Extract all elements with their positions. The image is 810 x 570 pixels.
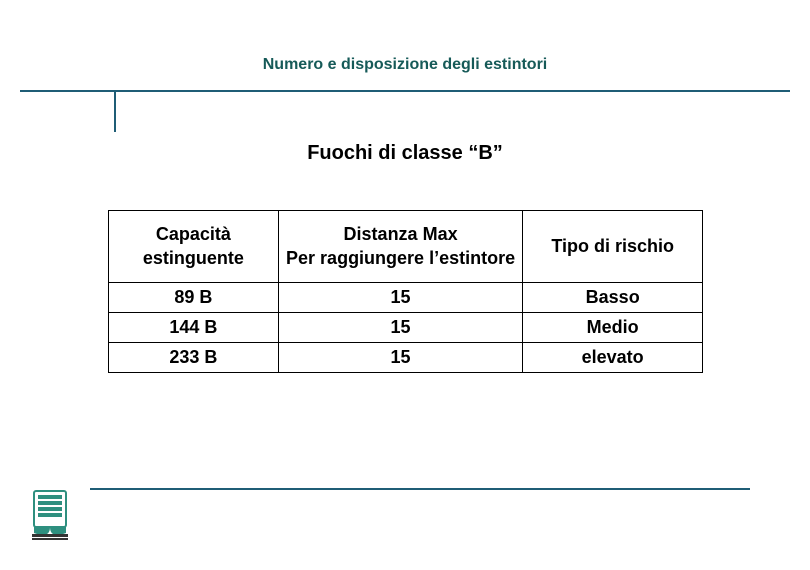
table-header-label: Capacità estinguente <box>115 223 272 270</box>
table-cell: elevato <box>523 343 703 373</box>
table-cell: 15 <box>278 313 523 343</box>
bottom-horizontal-rule <box>90 488 750 490</box>
top-horizontal-rule <box>20 90 790 92</box>
table-row: 89 B 15 Basso <box>109 283 703 313</box>
table-header-cell: Capacità estinguente <box>109 211 279 283</box>
slide-page: Numero e disposizione degli estintori Fu… <box>0 0 810 570</box>
top-rule-tick <box>114 90 116 132</box>
table-cell: 15 <box>278 283 523 313</box>
table-header-cell: Tipo di rischio <box>523 211 703 283</box>
table-cell: 89 B <box>109 283 279 313</box>
table-header-row: Capacità estinguente Distanza MaxPer rag… <box>109 211 703 283</box>
table-header-label: Distanza MaxPer raggiungere l’estintore <box>285 223 517 270</box>
university-logo-icon <box>30 485 70 540</box>
table-cell: Basso <box>523 283 703 313</box>
slide-title: Numero e disposizione degli estintori <box>0 56 810 74</box>
table-header-cell: Distanza MaxPer raggiungere l’estintore <box>278 211 523 283</box>
table-cell: 233 B <box>109 343 279 373</box>
table-row: 144 B 15 Medio <box>109 313 703 343</box>
table-cell: 15 <box>278 343 523 373</box>
table-row: 233 B 15 elevato <box>109 343 703 373</box>
subtitle: Fuochi di classe “B” <box>0 142 810 165</box>
table-cell: Medio <box>523 313 703 343</box>
table-header-label: Tipo di rischio <box>529 235 696 258</box>
table-cell: 144 B <box>109 313 279 343</box>
extinguisher-table: Capacità estinguente Distanza MaxPer rag… <box>108 210 703 373</box>
